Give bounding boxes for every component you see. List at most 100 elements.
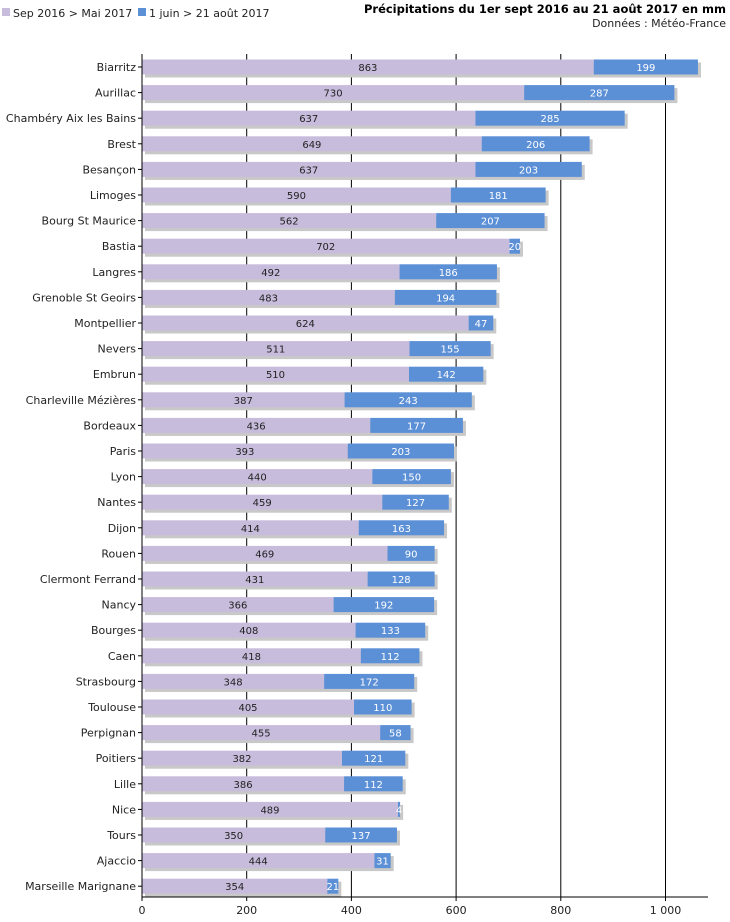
legend-swatch-series-1 — [2, 8, 10, 16]
bar-series-2 — [370, 417, 463, 433]
x-tick-label: 800 — [550, 904, 571, 917]
bar-series-2 — [324, 673, 415, 689]
bar-series-2 — [394, 289, 497, 305]
data-label-series-1: 354 — [225, 882, 244, 893]
bar-series-2 — [481, 136, 590, 152]
bar-series-1 — [142, 571, 368, 587]
category-label: Marseille Marignane — [25, 880, 136, 893]
category-label: Bourg St Maurice — [42, 215, 137, 228]
data-label-series-2: 199 — [636, 63, 655, 74]
axes: 0 200 400 600 800 1 000 Biarritz Aurillac Chambé… — [6, 54, 708, 917]
data-label-series-1: 386 — [233, 780, 252, 791]
bar-series-1 — [142, 597, 334, 613]
bar-series-2 — [409, 341, 491, 357]
bar-series-2 — [344, 392, 472, 408]
data-label-series-1: 418 — [242, 652, 261, 663]
bar-series-1 — [142, 469, 373, 485]
data-label-series-1: 350 — [224, 831, 243, 842]
data-label-series-1: 436 — [247, 421, 266, 432]
data-label-series-1: 382 — [232, 754, 251, 765]
bar-series-2 — [341, 750, 406, 766]
data-label-series-1: 492 — [261, 268, 280, 279]
data-label-series-2: 128 — [392, 575, 411, 586]
category-label: Dijon — [108, 522, 136, 535]
data-label-series-1: 440 — [248, 473, 267, 484]
data-label-series-2: 133 — [381, 626, 400, 637]
category-label: Nantes — [97, 496, 136, 509]
data-label-series-2: 142 — [437, 370, 456, 381]
legend-label-series-2: 1 juin > 21 août 2017 — [149, 7, 270, 20]
bar-series-1 — [142, 520, 359, 536]
data-label-series-2: 203 — [519, 165, 538, 176]
data-label-series-2: 31 — [376, 857, 389, 868]
bar-series-1 — [142, 443, 348, 459]
bar-series-2 — [360, 648, 420, 664]
bar-series-2 — [347, 443, 455, 459]
data-label-series-2: 186 — [439, 268, 458, 279]
bar-series-2 — [355, 622, 426, 638]
category-label: Strasbourg — [76, 675, 136, 688]
bar-series-1 — [142, 264, 400, 280]
bar-series-2 — [397, 801, 401, 817]
data-label-series-2: 192 — [374, 601, 393, 612]
data-label-series-2: 127 — [406, 498, 425, 509]
data-label-series-2: 110 — [373, 703, 392, 714]
bar-series-1 — [142, 59, 594, 75]
category-label: Montpellier — [74, 317, 136, 330]
data-label-series-2: 172 — [360, 677, 379, 688]
category-label: Chambéry Aix les Bains — [6, 112, 136, 125]
bar-series-2 — [382, 494, 449, 510]
chart-title: Précipitations du 1er sept 2016 au 21 ao… — [364, 2, 726, 16]
x-tick-label: 200 — [236, 904, 257, 917]
category-label: Limoges — [90, 189, 136, 202]
bar-series-1 — [142, 417, 371, 433]
data-label-series-2: 203 — [391, 447, 410, 458]
data-label-series-2: 243 — [399, 396, 418, 407]
data-label-series-2: 121 — [364, 754, 383, 765]
data-label-series-1: 624 — [296, 319, 315, 330]
category-label: Rouen — [101, 547, 136, 560]
category-label: Caen — [108, 650, 136, 663]
data-label-series-2: 58 — [389, 729, 402, 740]
bar-series-1 — [142, 85, 525, 101]
x-tick-label: 1 000 — [650, 904, 682, 917]
category-label: Biarritz — [97, 61, 137, 74]
data-label-series-1: 405 — [238, 703, 257, 714]
bar-series-2 — [372, 469, 451, 485]
bar-series-1 — [142, 673, 325, 689]
bar-series-2 — [399, 264, 497, 280]
category-label: Brest — [107, 138, 136, 151]
bar-series-1 — [142, 161, 476, 177]
bar-series-1 — [142, 801, 398, 817]
category-label: Nice — [112, 803, 136, 816]
data-label-series-1: 730 — [324, 89, 343, 100]
bar-series-2 — [408, 366, 484, 382]
bar-series-1 — [142, 827, 326, 843]
data-label-series-1: 469 — [255, 549, 274, 560]
category-label: Paris — [110, 445, 136, 458]
x-tick-label: 600 — [446, 904, 467, 917]
data-label-series-2: 47 — [475, 319, 488, 330]
data-label-series-2: 287 — [590, 89, 609, 100]
legend-label-series-1: Sep 2016 > Mai 2017 — [13, 7, 132, 20]
data-label-series-1: 455 — [252, 729, 271, 740]
bar-series-1 — [142, 187, 451, 203]
bar-series-1 — [142, 289, 395, 305]
data-label-series-2: 150 — [402, 473, 421, 484]
x-tick-label: 0 — [139, 904, 146, 917]
data-label-series-2: 207 — [481, 217, 500, 228]
data-label-series-1: 414 — [241, 524, 260, 535]
bar-series-1 — [142, 366, 409, 382]
data-label-series-2: 285 — [541, 114, 560, 125]
data-label-series-1: 510 — [266, 370, 285, 381]
data-label-series-2: 177 — [407, 421, 426, 432]
data-label-series-2: 112 — [381, 652, 400, 663]
category-label: Bordeaux — [83, 419, 136, 432]
data-label-series-1: 590 — [287, 191, 306, 202]
category-label: Perpignan — [81, 727, 136, 740]
category-label: Ajaccio — [97, 855, 136, 868]
bar-series-1 — [142, 315, 469, 331]
category-label: Bourges — [91, 624, 136, 637]
data-label-series-1: 459 — [253, 498, 272, 509]
